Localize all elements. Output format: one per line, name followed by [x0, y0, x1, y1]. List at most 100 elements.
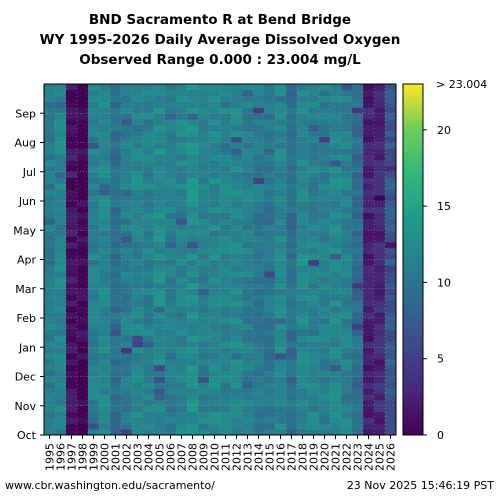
heatmap-cell — [132, 218, 144, 225]
heatmap-cell — [242, 370, 254, 377]
heatmap-cell — [132, 382, 144, 389]
heatmap-cell — [55, 142, 67, 149]
heatmap-cell — [297, 171, 309, 178]
heatmap-cell — [143, 341, 155, 348]
heatmap-cell — [44, 101, 56, 108]
heatmap-cell — [121, 335, 133, 342]
heatmap-cell — [165, 277, 177, 284]
heatmap-cell — [231, 154, 243, 161]
heatmap-cell — [66, 335, 78, 342]
heatmap-cell — [187, 306, 199, 313]
heatmap-cell — [264, 300, 276, 307]
heatmap-cell — [319, 154, 331, 161]
heatmap-cell — [209, 218, 221, 225]
heatmap-cell — [66, 195, 78, 202]
heatmap-cell — [330, 224, 342, 231]
heatmap-cell — [385, 306, 397, 313]
heatmap-cell — [275, 318, 287, 325]
heatmap-cell — [187, 388, 199, 395]
heatmap-cell — [77, 148, 89, 155]
heatmap-cell — [220, 358, 232, 366]
heatmap-cell — [198, 160, 210, 167]
heatmap-cell — [176, 130, 188, 138]
heatmap-cell — [209, 417, 221, 424]
heatmap-cell — [330, 282, 342, 290]
heatmap-cell — [77, 212, 89, 219]
heatmap-cell — [242, 212, 254, 219]
heatmap-cell — [55, 160, 67, 167]
heatmap-cell — [319, 195, 331, 202]
heatmap-cell — [77, 165, 89, 173]
heatmap-cell — [275, 347, 287, 354]
heatmap-cell — [110, 423, 122, 430]
heatmap-cell — [154, 306, 166, 313]
heatmap-cell — [385, 370, 397, 377]
heatmap-cell — [385, 206, 397, 214]
heatmap-cell — [242, 107, 254, 114]
heatmap-cell — [99, 218, 111, 225]
heatmap-cell — [121, 265, 133, 272]
heatmap-cell — [352, 265, 364, 272]
heatmap-cell — [176, 241, 188, 249]
x-tick-label: 2022 — [341, 443, 354, 471]
heatmap-cell — [253, 224, 265, 231]
heatmap-cell — [44, 241, 56, 249]
heatmap-cell — [253, 206, 265, 214]
heatmap-cell — [209, 259, 221, 266]
heatmap-cell — [297, 165, 309, 173]
heatmap-cell — [220, 101, 232, 108]
heatmap-cell — [55, 189, 67, 196]
heatmap-cells — [44, 84, 397, 436]
heatmap-cell — [297, 95, 309, 102]
heatmap-cell — [110, 388, 122, 395]
heatmap-cell — [187, 165, 199, 173]
heatmap-cell — [341, 224, 353, 231]
heatmap-cell — [286, 265, 298, 272]
heatmap-cell — [286, 294, 298, 301]
heatmap-cell — [385, 429, 397, 436]
heatmap-cell — [198, 195, 210, 202]
heatmap-cell — [319, 300, 331, 307]
heatmap-cell — [286, 312, 298, 319]
heatmap-cell — [352, 335, 364, 342]
heatmap-cell — [231, 130, 243, 138]
heatmap-cell — [319, 183, 331, 190]
heatmap-cell — [209, 323, 221, 331]
heatmap-cell — [143, 253, 155, 260]
heatmap-cell — [55, 101, 67, 108]
heatmap-cell — [374, 277, 386, 284]
heatmap-cell — [242, 271, 254, 278]
heatmap-cell — [275, 277, 287, 284]
heatmap-cell — [253, 300, 265, 307]
heatmap-cell — [275, 241, 287, 249]
heatmap-cell — [330, 429, 342, 436]
heatmap-cell — [88, 206, 100, 214]
heatmap-cell — [286, 277, 298, 284]
heatmap-cell — [319, 347, 331, 354]
heatmap-cell — [231, 142, 243, 149]
heatmap-cell — [286, 347, 298, 354]
heatmap-cell — [264, 294, 276, 301]
heatmap-cell — [275, 236, 287, 243]
heatmap-cell — [77, 429, 89, 436]
heatmap-cell — [352, 382, 364, 389]
heatmap-cell — [264, 358, 276, 366]
heatmap-cell — [275, 201, 287, 208]
heatmap-cell — [154, 294, 166, 301]
heatmap-cell — [352, 130, 364, 138]
heatmap-cell — [297, 394, 309, 401]
heatmap-cell — [286, 323, 298, 331]
heatmap-cell — [286, 247, 298, 255]
heatmap-cell — [154, 230, 166, 237]
heatmap-cell — [231, 288, 243, 295]
heatmap-cell — [363, 370, 375, 377]
heatmap-cell — [341, 364, 353, 372]
heatmap-cell — [165, 429, 177, 436]
heatmap-cell — [209, 171, 221, 178]
heatmap-cell — [121, 171, 133, 178]
heatmap-cell — [165, 84, 177, 91]
heatmap-cell — [121, 189, 133, 196]
heatmap-cell — [374, 318, 386, 325]
heatmap-cell — [341, 101, 353, 108]
